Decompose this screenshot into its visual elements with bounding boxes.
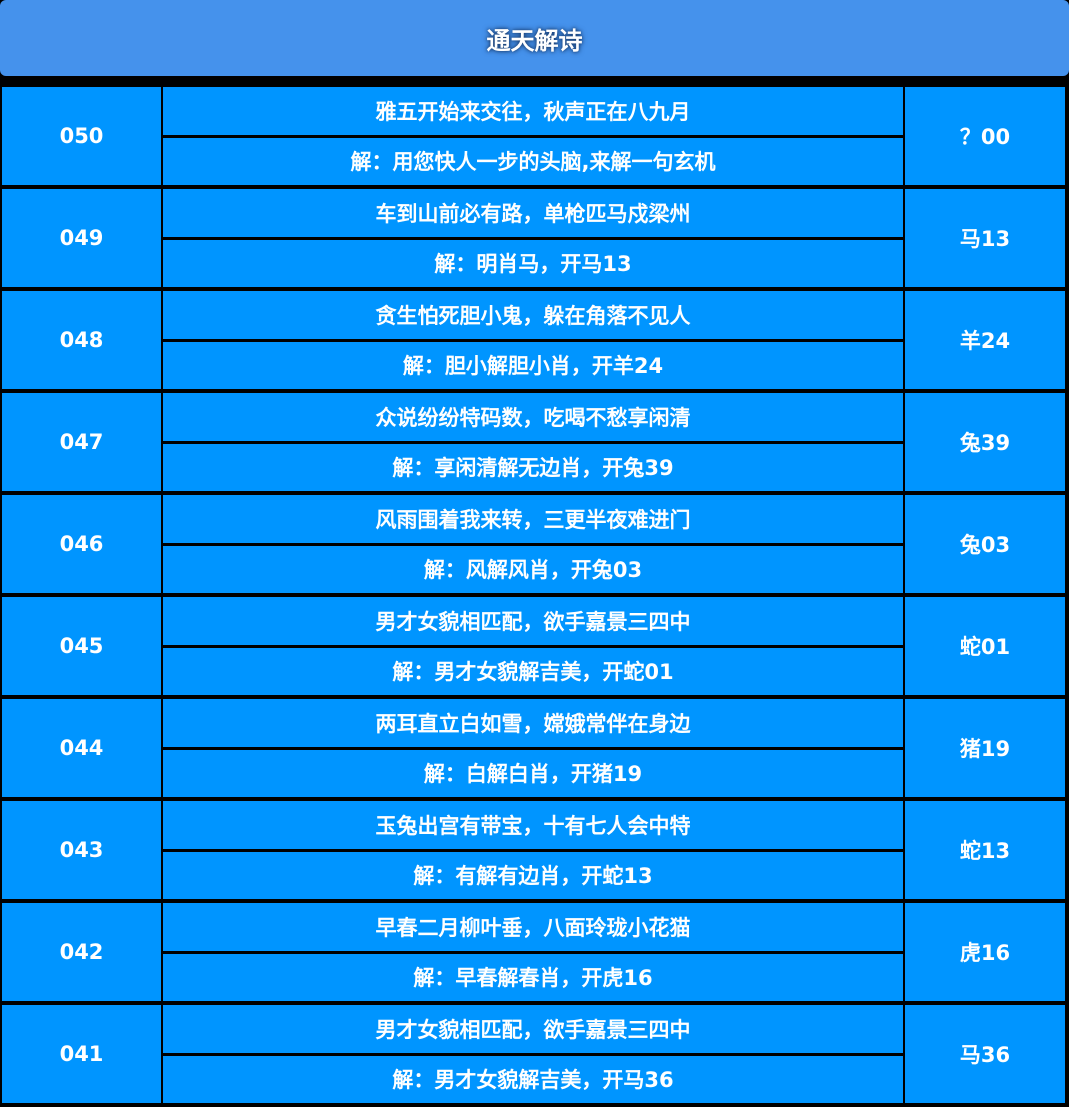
poem-cells: 众说纷纷特码数，吃喝不愁享闲清 解：享闲清解无边肖，开兔39 — [163, 393, 903, 491]
poem-explanation: 解：明肖马，开马13 — [163, 239, 903, 287]
poem-explanation: 解：用您快人一步的头脑,来解一句玄机 — [163, 137, 903, 185]
issue-number: 042 — [2, 903, 161, 1001]
result: 兔03 — [905, 495, 1065, 593]
poem-text: 早春二月柳叶垂，八面玲珑小花猫 — [163, 903, 903, 951]
result: 兔39 — [905, 393, 1065, 491]
result: 马36 — [905, 1005, 1065, 1103]
table-row: 049 车到山前必有路，单枪匹马戍梁州 解：明肖马，开马13 马13 — [0, 187, 1069, 289]
poem-table: 050 雅五开始来交往，秋声正在八九月 解：用您快人一步的头脑,来解一句玄机 ？… — [0, 85, 1069, 1105]
poem-explanation: 解：白解白肖，开猪19 — [163, 749, 903, 797]
poem-text: 两耳直立白如雪，嫦娥常伴在身边 — [163, 699, 903, 747]
poem-explanation: 解：男才女貌解吉美，开蛇01 — [163, 647, 903, 695]
table-row: 046 风雨围着我来转，三更半夜难进门 解：风解风肖，开兔03 兔03 — [0, 493, 1069, 595]
poem-cells: 男才女貌相匹配，欲手嘉景三四中 解：男才女貌解吉美，开马36 — [163, 1005, 903, 1103]
table-row: 043 玉兔出宫有带宝，十有七人会中特 解：有解有边肖，开蛇13 蛇13 — [0, 799, 1069, 901]
poem-cells: 风雨围着我来转，三更半夜难进门 解：风解风肖，开兔03 — [163, 495, 903, 593]
poem-explanation: 解：早春解春肖，开虎16 — [163, 953, 903, 1001]
table-row: 045 男才女貌相匹配，欲手嘉景三四中 解：男才女貌解吉美，开蛇01 蛇01 — [0, 595, 1069, 697]
page-title: 通天解诗 — [486, 26, 583, 55]
table-row: 047 众说纷纷特码数，吃喝不愁享闲清 解：享闲清解无边肖，开兔39 兔39 — [0, 391, 1069, 493]
poem-cells: 雅五开始来交往，秋声正在八九月 解：用您快人一步的头脑,来解一句玄机 — [163, 87, 903, 185]
table-row: 041 男才女貌相匹配，欲手嘉景三四中 解：男才女貌解吉美，开马36 马36 — [0, 1003, 1069, 1105]
poem-cells: 贪生怕死胆小鬼，躲在角落不见人 解：胆小解胆小肖，开羊24 — [163, 291, 903, 389]
poem-explanation: 解：男才女貌解吉美，开马36 — [163, 1055, 903, 1103]
issue-number: 041 — [2, 1005, 161, 1103]
poem-text: 车到山前必有路，单枪匹马戍梁州 — [163, 189, 903, 237]
poem-explanation: 解：享闲清解无边肖，开兔39 — [163, 443, 903, 491]
poem-text: 贪生怕死胆小鬼，躲在角落不见人 — [163, 291, 903, 339]
table-row: 050 雅五开始来交往，秋声正在八九月 解：用您快人一步的头脑,来解一句玄机 ？… — [0, 85, 1069, 187]
issue-number: 050 — [2, 87, 161, 185]
issue-number: 044 — [2, 699, 161, 797]
issue-number: 046 — [2, 495, 161, 593]
poem-text: 玉兔出宫有带宝，十有七人会中特 — [163, 801, 903, 849]
poem-cells: 玉兔出宫有带宝，十有七人会中特 解：有解有边肖，开蛇13 — [163, 801, 903, 899]
result: ？00 — [905, 87, 1065, 185]
issue-number: 049 — [2, 189, 161, 287]
poem-cells: 两耳直立白如雪，嫦娥常伴在身边 解：白解白肖，开猪19 — [163, 699, 903, 797]
result: 虎16 — [905, 903, 1065, 1001]
result: 蛇13 — [905, 801, 1065, 899]
poem-cells: 男才女貌相匹配，欲手嘉景三四中 解：男才女貌解吉美，开蛇01 — [163, 597, 903, 695]
issue-number: 043 — [2, 801, 161, 899]
issue-number: 047 — [2, 393, 161, 491]
page-header: 通天解诗 — [0, 0, 1069, 76]
poem-text: 众说纷纷特码数，吃喝不愁享闲清 — [163, 393, 903, 441]
poem-text: 男才女貌相匹配，欲手嘉景三四中 — [163, 1005, 903, 1053]
result: 羊24 — [905, 291, 1065, 389]
poem-text: 男才女貌相匹配，欲手嘉景三四中 — [163, 597, 903, 645]
issue-number: 048 — [2, 291, 161, 389]
poem-cells: 车到山前必有路，单枪匹马戍梁州 解：明肖马，开马13 — [163, 189, 903, 287]
issue-number: 045 — [2, 597, 161, 695]
poem-explanation: 解：胆小解胆小肖，开羊24 — [163, 341, 903, 389]
result: 猪19 — [905, 699, 1065, 797]
poem-explanation: 解：风解风肖，开兔03 — [163, 545, 903, 593]
result: 马13 — [905, 189, 1065, 287]
poem-text: 雅五开始来交往，秋声正在八九月 — [163, 87, 903, 135]
poem-cells: 早春二月柳叶垂，八面玲珑小花猫 解：早春解春肖，开虎16 — [163, 903, 903, 1001]
poem-text: 风雨围着我来转，三更半夜难进门 — [163, 495, 903, 543]
table-row: 044 两耳直立白如雪，嫦娥常伴在身边 解：白解白肖，开猪19 猪19 — [0, 697, 1069, 799]
result: 蛇01 — [905, 597, 1065, 695]
poem-explanation: 解：有解有边肖，开蛇13 — [163, 851, 903, 899]
table-row: 042 早春二月柳叶垂，八面玲珑小花猫 解：早春解春肖，开虎16 虎16 — [0, 901, 1069, 1003]
table-row: 048 贪生怕死胆小鬼，躲在角落不见人 解：胆小解胆小肖，开羊24 羊24 — [0, 289, 1069, 391]
